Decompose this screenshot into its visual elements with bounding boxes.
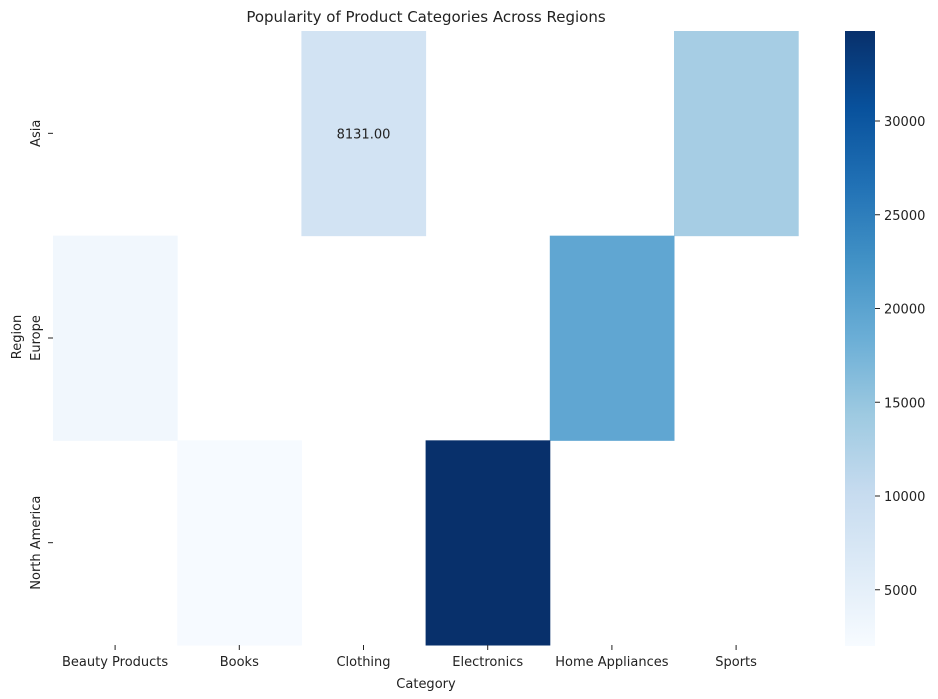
x-tick-label: Clothing — [336, 655, 390, 670]
x-tick-label: Books — [220, 655, 259, 670]
colorbar-tick-label: 30000 — [884, 115, 925, 130]
heatmap-cell — [674, 31, 799, 237]
heatmap-cell — [177, 440, 302, 646]
colorbar-tick-label: 20000 — [884, 303, 925, 318]
cell-annotation: 8131.00 — [337, 127, 391, 142]
x-tick-label: Beauty Products — [62, 655, 168, 670]
heatmap-cell — [53, 235, 178, 441]
x-axis: Beauty Products Books Clothing Electronics H… — [62, 645, 757, 670]
chart-title: Popularity of Product Categories Across … — [246, 8, 606, 26]
y-tick-label: Asia — [29, 120, 44, 147]
colorbar — [845, 31, 875, 646]
heatmap-cell — [301, 31, 427, 237]
heatmap-cells — [53, 31, 799, 646]
colorbar-ticks: 5000 10000 15000 20000 25000 30000 — [875, 115, 925, 599]
x-axis-label: Category — [396, 677, 456, 692]
heatmap-cell — [425, 440, 551, 646]
x-tick-label: Home Appliances — [555, 655, 668, 670]
y-tick-label: Europe — [29, 315, 44, 361]
y-axis-label: Region — [10, 315, 25, 360]
y-tick-label: North America — [29, 496, 44, 590]
cell-annotations: 8131.00 — [337, 127, 391, 142]
x-tick-label: Sports — [715, 655, 757, 670]
colorbar-tick-label: 15000 — [884, 396, 925, 411]
colorbar-tick-label: 25000 — [884, 209, 925, 224]
colorbar-tick-label: 10000 — [884, 490, 925, 505]
x-tick-label: Electronics — [452, 655, 523, 670]
y-axis: Asia Europe North America — [29, 120, 53, 590]
colorbar-tick-label: 5000 — [884, 584, 917, 599]
heatmap-cell — [549, 235, 675, 441]
